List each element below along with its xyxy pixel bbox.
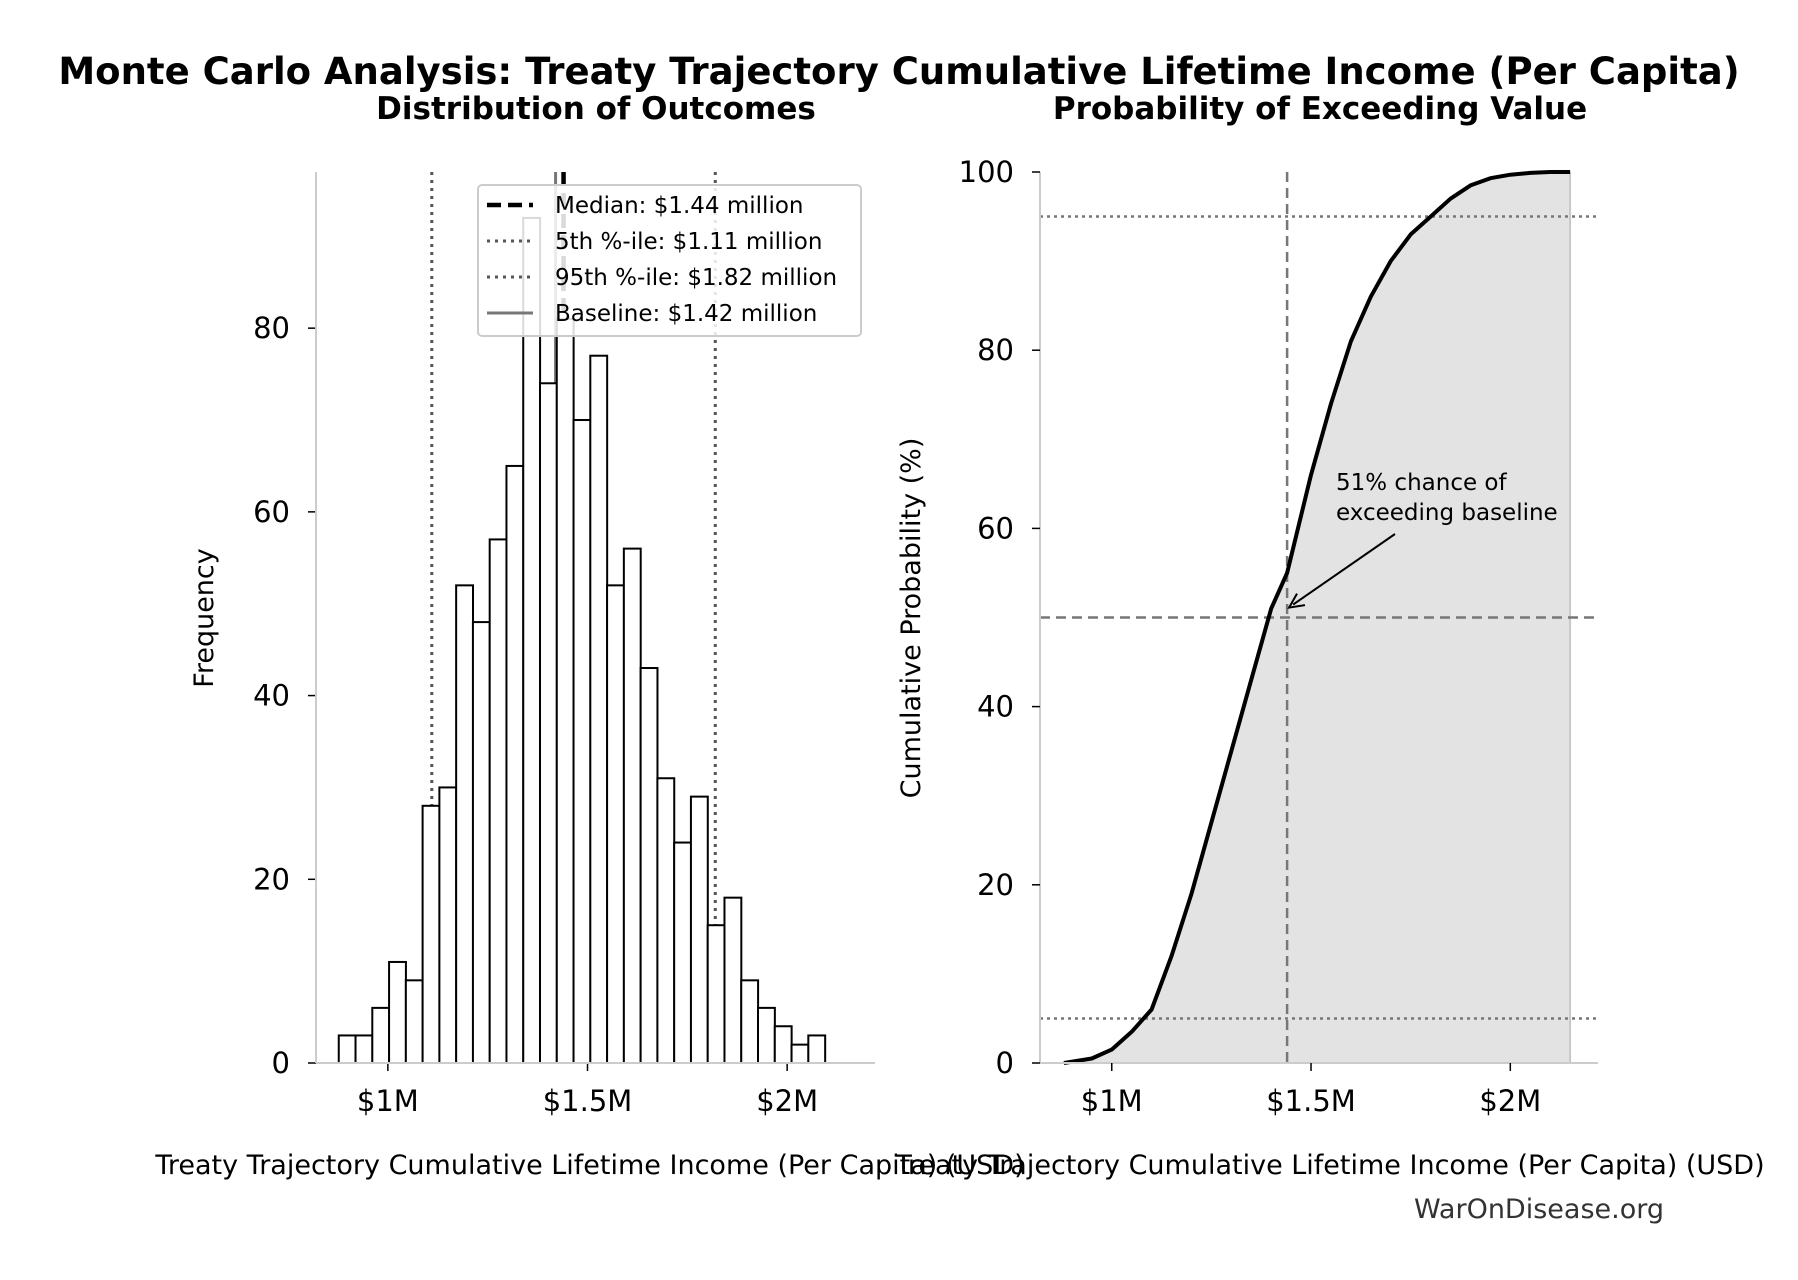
x-tick-label: $1M	[357, 1084, 419, 1118]
histogram-bar	[639, 667, 659, 1064]
annotation-text: 51% chance of exceeding baseline	[1336, 470, 1558, 526]
x-tick-label: $2M	[756, 1084, 818, 1118]
histogram-bar	[773, 1025, 793, 1064]
histogram-bar	[555, 317, 575, 1065]
cdf-subtitle: Probability of Exceeding Value	[1053, 91, 1587, 127]
y-tick-label: 60	[253, 495, 290, 529]
histogram-bar	[388, 960, 407, 1064]
histogram-bar	[790, 1043, 810, 1065]
annotation-arrow-shaft	[1292, 533, 1396, 606]
y-tick-label: 60	[977, 511, 1014, 545]
cdf-curve	[1063, 170, 1571, 1065]
histogram-bar	[723, 896, 743, 1064]
histogram-bar	[538, 382, 558, 1064]
annotation-arrow-head	[1287, 593, 1306, 609]
legend-frame	[477, 184, 862, 337]
histogram-bar	[740, 979, 760, 1064]
histogram-bar	[622, 547, 642, 1064]
histogram-bar	[673, 841, 693, 1064]
cdf-annotation: 51% chance of exceeding baseline	[1287, 470, 1558, 609]
y-tick-label: 40	[977, 690, 1014, 724]
y-tick-label: 100	[959, 155, 1014, 189]
x-tick-label: $1.5M	[1266, 1084, 1356, 1118]
x-tick-label: $2M	[1479, 1084, 1541, 1118]
figure-title: Monte Carlo Analysis: Treaty Trajectory …	[58, 50, 1739, 93]
y-tick-label: 20	[253, 862, 290, 896]
annotation-line: 51% chance of	[1336, 470, 1508, 496]
y-tick-label: 20	[977, 868, 1014, 902]
histogram-bar	[354, 1034, 374, 1065]
cdf-line	[1063, 170, 1571, 1065]
histogram-bar	[706, 924, 726, 1064]
legend-label: 5th %-ile: $1.11 million	[555, 229, 822, 255]
cdf-x-label: Treaty Trajectory Cumulative Lifetime In…	[894, 1150, 1764, 1181]
y-tick-label: 0	[996, 1046, 1014, 1080]
histogram-axes	[315, 172, 875, 1064]
y-tick-label: 0	[272, 1046, 290, 1080]
histogram-y-label: Frequency	[189, 548, 220, 688]
cdf-panel: Probability of Exceeding Value 0 20 40 60 80…	[894, 91, 1764, 1181]
histogram-bar	[438, 786, 458, 1064]
histogram-ticks: 0 20 40 60 80 $1M $1.5M $2M	[253, 311, 818, 1118]
y-tick-label: 80	[253, 311, 290, 345]
histogram-bar	[572, 419, 592, 1064]
histogram-bar	[522, 216, 542, 1064]
histogram-bar	[656, 777, 676, 1064]
histogram-bar	[606, 584, 625, 1064]
histogram-bar	[404, 979, 424, 1064]
histogram-legend: Median: $1.44 million 5th %-ile: $1.11 mi…	[477, 184, 862, 337]
histogram-bar	[589, 354, 609, 1064]
histogram-subtitle: Distribution of Outcomes	[376, 91, 816, 127]
histogram-bar	[371, 1006, 391, 1064]
histogram-bar	[471, 621, 491, 1064]
annotation-line: exceeding baseline	[1336, 500, 1558, 526]
histogram-x-label: Treaty Trajectory Cumulative Lifetime In…	[154, 1150, 1024, 1181]
histogram-bar	[337, 1034, 357, 1065]
histogram-bar	[455, 584, 474, 1064]
cdf-ticks: 0 20 40 60 80 100 $1M $1.5M $2M	[959, 155, 1542, 1118]
histogram-bar	[807, 1034, 827, 1065]
histogram-panel: Distribution of Outcomes 0 20 40 60 80 $1M $1.…	[154, 91, 1024, 1181]
cdf-y-label: Cumulative Probability (%)	[896, 438, 927, 799]
cdf-guide-lines	[1040, 172, 1598, 1063]
legend-label: Median: $1.44 million	[555, 193, 804, 219]
histogram-bar	[757, 1006, 776, 1064]
legend-label: Baseline: $1.42 million	[555, 301, 817, 327]
x-tick-label: $1.5M	[543, 1084, 633, 1118]
histogram-bar	[421, 804, 441, 1064]
histogram-bar	[689, 795, 709, 1064]
footer-attribution: WarOnDisease.org	[1414, 1194, 1664, 1225]
x-tick-label: $1M	[1081, 1084, 1143, 1118]
y-tick-label: 40	[253, 679, 290, 713]
cdf-axes	[1039, 172, 1598, 1064]
histogram-bar	[505, 464, 525, 1064]
y-tick-label: 80	[977, 333, 1014, 367]
histogram-bar	[488, 538, 508, 1064]
legend-label: 95th %-ile: $1.82 million	[555, 265, 837, 291]
histogram-bars	[337, 216, 827, 1065]
